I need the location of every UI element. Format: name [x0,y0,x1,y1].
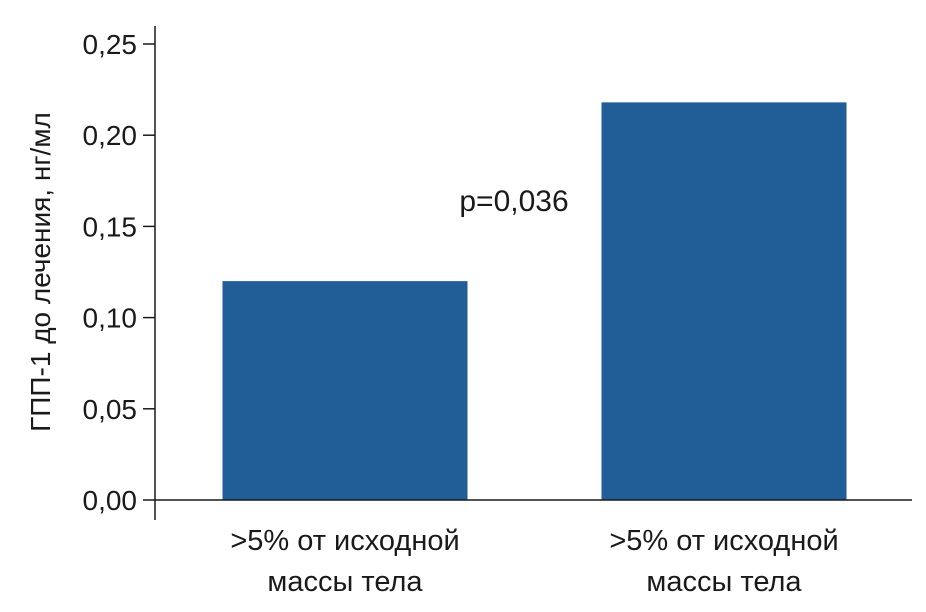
bars [222,102,847,501]
y-tick-label: 0,00 [83,485,138,516]
y-tick-label: 0,20 [83,120,138,151]
x-category-label: >5% от исходной массы тела [609,525,838,598]
y-tick-label: 0,25 [83,29,138,60]
axes [154,26,912,520]
category-labels: >5% от исходной массы тела >5% от исходной… [230,525,838,598]
p-value-annotation: p=0,036 [459,185,568,218]
x-category-label: >5% от исходной массы тела [230,525,459,598]
y-tick-label: 0,15 [83,211,138,242]
y-axis-title: ГПП-1 до лечения, нг/мл [25,112,56,432]
bar-1 [222,281,468,500]
y-axis-ticks: 0,00 0,05 0,10 0,15 0,20 0,25 [83,29,155,516]
bar-2 [601,102,847,501]
y-tick-label: 0,10 [83,303,138,334]
y-tick-label: 0,05 [83,394,138,425]
